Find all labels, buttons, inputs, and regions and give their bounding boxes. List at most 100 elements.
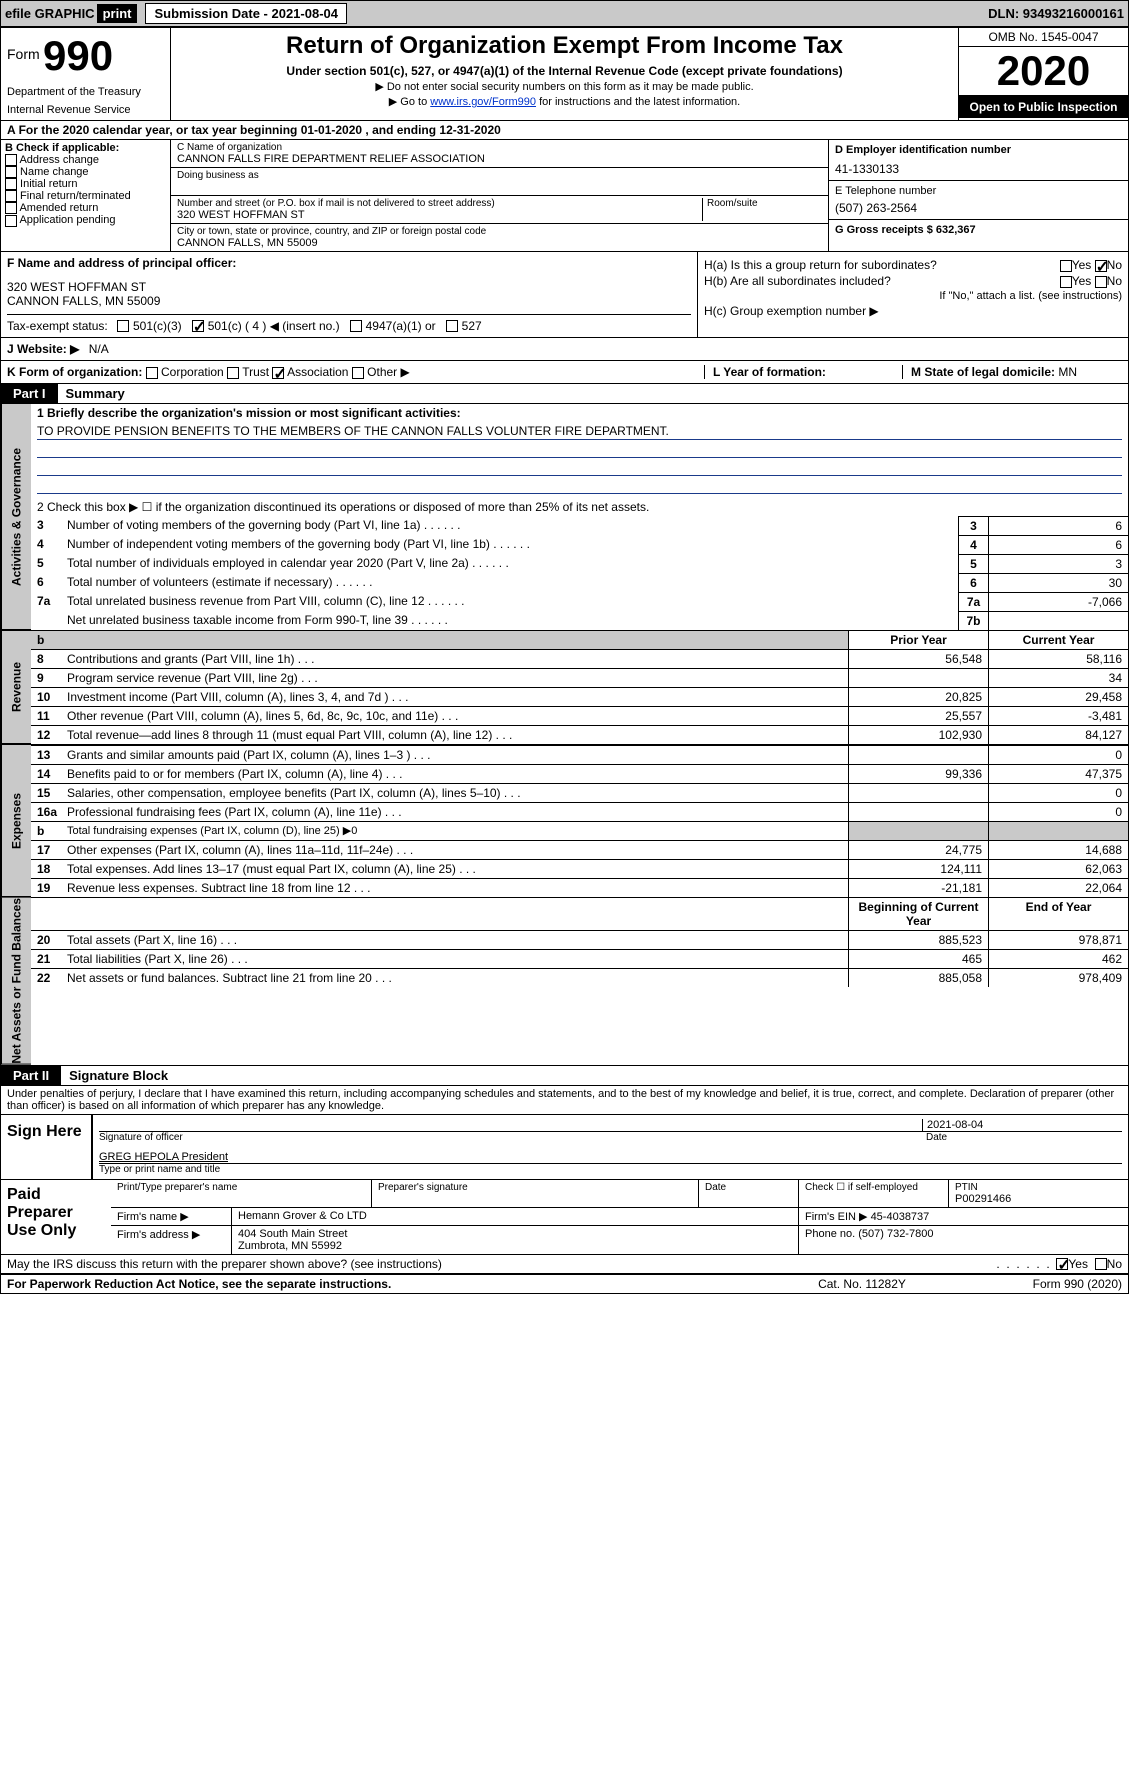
table-row: 13Grants and similar amounts paid (Part … xyxy=(31,745,1128,764)
part-1-header: Part I Summary xyxy=(1,384,1128,404)
table-row: 19Revenue less expenses. Subtract line 1… xyxy=(31,878,1128,897)
chk-501c[interactable] xyxy=(192,320,204,332)
dln: DLN: 93493216000161 xyxy=(988,6,1124,21)
form-note-ssn: ▶ Do not enter social security numbers o… xyxy=(179,80,950,93)
street: 320 WEST HOFFMAN ST xyxy=(177,209,702,221)
table-row: 18Total expenses. Add lines 13–17 (must … xyxy=(31,859,1128,878)
city-block: City or town, state or province, country… xyxy=(171,224,828,251)
penalty-statement: Under penalties of perjury, I declare th… xyxy=(1,1086,1128,1114)
chk-corp[interactable] xyxy=(146,367,158,379)
dept-irs: Internal Revenue Service xyxy=(7,104,164,116)
city: CANNON FALLS, MN 55009 xyxy=(177,237,822,249)
form-title-box: Return of Organization Exempt From Incom… xyxy=(171,28,958,120)
efile-label: efile GRAPHIC xyxy=(5,6,95,21)
omb-year-box: OMB No. 1545-0047 2020 Open to Public In… xyxy=(958,28,1128,120)
table-row: 21Total liabilities (Part X, line 26) . … xyxy=(31,949,1128,968)
box-h: H(a) Is this a group return for subordin… xyxy=(698,252,1128,337)
chk-hb-no[interactable] xyxy=(1095,276,1107,288)
form-header: Form 990 Department of the Treasury Inte… xyxy=(1,28,1128,121)
net-assets-section: Net Assets or Fund Balances Beginning of… xyxy=(1,898,1128,1066)
print-button[interactable]: print xyxy=(97,4,138,23)
firm-phone: (507) 732-7800 xyxy=(858,1228,933,1240)
street-block: Number and street (or P.O. box if mail i… xyxy=(171,196,828,224)
phone: (507) 263-2564 xyxy=(835,201,1122,215)
table-row: 20Total assets (Part X, line 16) . . .88… xyxy=(31,930,1128,949)
chk-527[interactable] xyxy=(446,320,458,332)
expenses-section: Expenses 13Grants and similar amounts pa… xyxy=(1,745,1128,898)
irs-link[interactable]: www.irs.gov/Form990 xyxy=(430,96,536,108)
table-row: 11Other revenue (Part VIII, column (A), … xyxy=(31,706,1128,725)
vert-label-expenses: Expenses xyxy=(1,745,31,897)
table-row: 15Salaries, other compensation, employee… xyxy=(31,783,1128,802)
table-row: 8Contributions and grants (Part VIII, li… xyxy=(31,649,1128,668)
gross-receipts: 632,367 xyxy=(936,224,976,236)
officer-group-row: F Name and address of principal officer:… xyxy=(1,252,1128,338)
dept-treasury: Department of the Treasury xyxy=(7,86,164,98)
box-b-option[interactable]: Final return/terminated xyxy=(5,190,166,202)
form-word: Form xyxy=(7,46,40,62)
firm-name: Hemann Grover & Co LTD xyxy=(231,1208,798,1225)
dba-block: Doing business as xyxy=(171,168,828,196)
table-row: 16aProfessional fundraising fees (Part I… xyxy=(31,802,1128,821)
table-row: 12Total revenue—add lines 8 through 11 (… xyxy=(31,725,1128,744)
mission-text: TO PROVIDE PENSION BENEFITS TO THE MEMBE… xyxy=(31,422,1128,494)
ptin: P00291466 xyxy=(955,1193,1122,1205)
k-row: K Form of organization: Corporation Trus… xyxy=(1,361,1128,384)
tax-year: 2020 xyxy=(959,47,1128,96)
chk-501c3[interactable] xyxy=(117,320,129,332)
box-b-option[interactable]: Amended return xyxy=(5,202,166,214)
box-b-option[interactable]: Initial return xyxy=(5,178,166,190)
summary-line: Net unrelated business taxable income fr… xyxy=(31,611,1128,630)
omb-number: OMB No. 1545-0047 xyxy=(959,28,1128,47)
officer-name: GREG HEPOLA President xyxy=(99,1151,1122,1163)
table-row: 10Investment income (Part VIII, column (… xyxy=(31,687,1128,706)
entity-info-row: B Check if applicable: Address change Na… xyxy=(1,140,1128,252)
summary-line: 3Number of voting members of the governi… xyxy=(31,516,1128,535)
state-domicile: MN xyxy=(1058,365,1077,379)
paid-preparer-block: Paid Preparer Use Only Print/Type prepar… xyxy=(1,1179,1128,1254)
chk-hb-yes[interactable] xyxy=(1060,276,1072,288)
top-bar: efile GRAPHIC print Submission Date - 20… xyxy=(0,0,1129,27)
activities-governance: Activities & Governance 1 Briefly descri… xyxy=(1,404,1128,631)
tax-period: A For the 2020 calendar year, or tax yea… xyxy=(1,121,1128,140)
open-to-public: Open to Public Inspection xyxy=(959,96,1128,118)
vert-label-revenue: Revenue xyxy=(1,631,31,744)
discuss-row: May the IRS discuss this return with the… xyxy=(1,1254,1128,1273)
part-2-header: Part II Signature Block xyxy=(1,1066,1128,1086)
box-b: B Check if applicable: Address change Na… xyxy=(1,140,171,251)
table-row: 17Other expenses (Part IX, column (A), l… xyxy=(31,840,1128,859)
org-name-block: C Name of organization CANNON FALLS FIRE… xyxy=(171,140,828,168)
box-b-option[interactable]: Address change xyxy=(5,154,166,166)
box-b-option[interactable]: Name change xyxy=(5,166,166,178)
website-row: J Website: ▶ N/A xyxy=(1,338,1128,361)
firm-ein: 45-4038737 xyxy=(871,1211,930,1223)
box-d: D Employer identification number 41-1330… xyxy=(828,140,1128,251)
form-note-link: ▶ Go to www.irs.gov/Form990 for instruct… xyxy=(179,95,950,108)
summary-line: 5Total number of individuals employed in… xyxy=(31,554,1128,573)
submission-date: Submission Date - 2021-08-04 xyxy=(145,3,347,24)
chk-ha-no[interactable] xyxy=(1095,260,1107,272)
vert-label-ag: Activities & Governance xyxy=(1,404,31,630)
chk-discuss-no[interactable] xyxy=(1095,1258,1107,1270)
box-b-option[interactable]: Application pending xyxy=(5,214,166,226)
box-c: C Name of organization CANNON FALLS FIRE… xyxy=(171,140,828,251)
org-name: CANNON FALLS FIRE DEPARTMENT RELIEF ASSO… xyxy=(177,153,822,165)
chk-other[interactable] xyxy=(352,367,364,379)
table-row: bTotal fundraising expenses (Part IX, co… xyxy=(31,821,1128,840)
sign-here-block: Sign Here 2021-08-04 Signature of office… xyxy=(1,1114,1128,1179)
table-row: 22Net assets or fund balances. Subtract … xyxy=(31,968,1128,987)
chk-assoc[interactable] xyxy=(272,367,284,379)
form-subtitle: Under section 501(c), 527, or 4947(a)(1)… xyxy=(179,64,950,78)
chk-discuss-yes[interactable] xyxy=(1056,1258,1068,1270)
form-number: 990 xyxy=(43,32,113,80)
table-row: 14Benefits paid to or for members (Part … xyxy=(31,764,1128,783)
summary-line: 7aTotal unrelated business revenue from … xyxy=(31,592,1128,611)
website-value: N/A xyxy=(89,342,109,356)
chk-trust[interactable] xyxy=(227,367,239,379)
form-title: Return of Organization Exempt From Incom… xyxy=(179,32,950,60)
summary-line: 4Number of independent voting members of… xyxy=(31,535,1128,554)
box-f: F Name and address of principal officer:… xyxy=(1,252,698,337)
chk-4947[interactable] xyxy=(350,320,362,332)
chk-ha-yes[interactable] xyxy=(1060,260,1072,272)
summary-line: 6Total number of volunteers (estimate if… xyxy=(31,573,1128,592)
